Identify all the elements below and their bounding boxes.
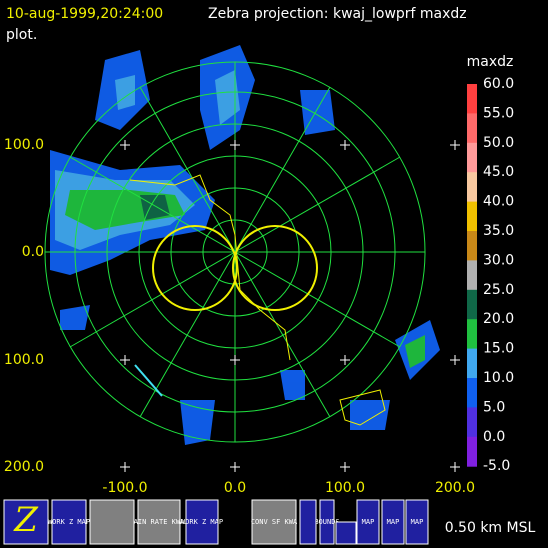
title-cont: plot. bbox=[6, 27, 37, 43]
colorbar-title: maxdz bbox=[467, 54, 514, 70]
colorbar-label: 55.0 bbox=[483, 105, 514, 121]
axis-labels: 100.0 0.0 100.0 200.0 -100.0 0.0 100.0 200.0 bbox=[4, 137, 475, 496]
colorbar-swatch bbox=[467, 348, 477, 379]
zebra-z: Z bbox=[13, 500, 39, 540]
tool-button[interactable] bbox=[319, 499, 335, 545]
tool-button[interactable] bbox=[299, 499, 317, 545]
y-label: 0.0 bbox=[22, 244, 44, 260]
colorbar-swatch bbox=[467, 84, 477, 114]
colorbar-label: 45.0 bbox=[483, 164, 514, 180]
y-label: 100.0 bbox=[4, 352, 44, 368]
colorbar-swatch bbox=[467, 378, 477, 408]
x-label: -100.0 bbox=[102, 480, 147, 496]
tool-button[interactable] bbox=[356, 499, 380, 545]
tool-button[interactable] bbox=[137, 499, 181, 545]
tool-button-label: MAP bbox=[387, 518, 400, 526]
colorbar: maxdz 60.0 55.0 50.0 45.0 40.0 35.0 30.0 25.0 20… bbox=[467, 54, 515, 474]
tool-button[interactable] bbox=[251, 499, 297, 545]
cursor-line bbox=[134, 364, 163, 397]
tool-button[interactable] bbox=[381, 499, 405, 545]
colorbar-swatch bbox=[467, 231, 477, 261]
tool-button-label: MAP bbox=[362, 518, 375, 526]
tool-button[interactable] bbox=[335, 521, 357, 545]
tool-button[interactable] bbox=[51, 499, 87, 545]
colorbar-swatch bbox=[467, 201, 477, 232]
status: 0.50 km MSL bbox=[445, 520, 536, 536]
overlay-lines bbox=[129, 174, 386, 426]
tool-button[interactable] bbox=[89, 499, 135, 545]
colorbar-swatch bbox=[467, 113, 477, 144]
colorbar-label: 20.0 bbox=[483, 311, 514, 327]
grid-markers bbox=[120, 140, 460, 472]
tool-button-label: RAIN RATE KWAJ bbox=[129, 518, 188, 526]
colorbar-label: 60.0 bbox=[483, 76, 514, 92]
tool-button-label: MAP bbox=[411, 518, 424, 526]
colorbar-label: 0.0 bbox=[483, 429, 505, 445]
colorbar-label: 10.0 bbox=[483, 370, 514, 386]
y-label: 100.0 bbox=[4, 137, 44, 153]
colorbar-swatch bbox=[467, 260, 477, 291]
tool-button-label: BOUNDS bbox=[314, 518, 339, 526]
colorbar-swatch bbox=[467, 407, 477, 438]
colorbar-swatch bbox=[467, 142, 477, 173]
range-rings bbox=[44, 61, 426, 443]
colorbar-swatch bbox=[467, 319, 477, 350]
colorbar-swatch bbox=[467, 289, 477, 320]
tool-button[interactable] bbox=[185, 499, 219, 545]
colorbar-swatch bbox=[467, 436, 477, 467]
colorbar-label: 40.0 bbox=[483, 194, 514, 210]
colorbar-label: 15.0 bbox=[483, 341, 514, 357]
colorbar-label: 50.0 bbox=[483, 135, 514, 151]
tool-button-label: WORK Z MAP bbox=[48, 518, 90, 526]
tool-button-label: WORK Z MAP bbox=[181, 518, 223, 526]
colorbar-label: -5.0 bbox=[483, 458, 510, 474]
tool-button-label: CONV SF KWA bbox=[251, 518, 298, 526]
colorbar-label: 35.0 bbox=[483, 223, 514, 239]
x-label: 200.0 bbox=[435, 480, 475, 496]
colorbar-label: 25.0 bbox=[483, 282, 514, 298]
tool-button[interactable] bbox=[405, 499, 429, 545]
x-label: 0.0 bbox=[224, 480, 246, 496]
title: Zebra projection: kwaj_lowprf maxdz bbox=[208, 6, 467, 22]
colorbar-label: 5.0 bbox=[483, 399, 505, 415]
colorbar-swatch bbox=[467, 172, 477, 203]
zebra-logo[interactable] bbox=[3, 499, 49, 545]
y-label: 200.0 bbox=[4, 459, 44, 475]
toolbar: Z 0.50 km MSL WORK Z MAP RAIN RATE KWAJWO… bbox=[0, 496, 548, 548]
colorbar-label: 30.0 bbox=[483, 252, 514, 268]
x-label: 100.0 bbox=[325, 480, 365, 496]
timestamp: 10-aug-1999,20:24:00 bbox=[6, 6, 163, 22]
